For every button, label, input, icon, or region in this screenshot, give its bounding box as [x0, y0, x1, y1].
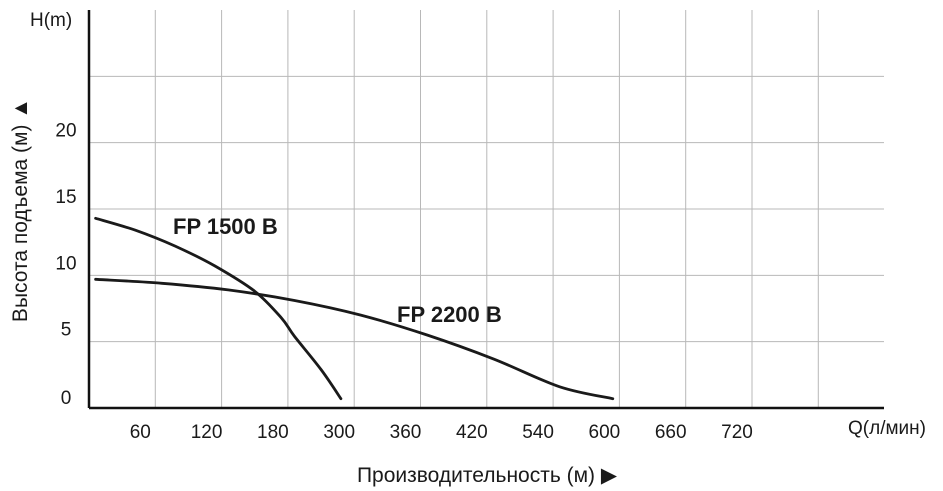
series-curve-fp2200b — [94, 277, 615, 401]
x-tick-label: 60 — [130, 422, 151, 443]
x-tick-label: 120 — [191, 422, 223, 443]
y-axis-title: Высота подъема (м) ▲ — [9, 98, 32, 322]
x-tick-label: 540 — [522, 422, 554, 443]
y-tick-label: 10 — [55, 253, 76, 274]
x-axis-title: Производительность (м) ▶ — [357, 464, 618, 487]
tick-labels: 60 120 180 300 360 420 540 600 660 720 0 5 10 15 20 — [55, 121, 752, 443]
series-curves — [94, 216, 615, 401]
x-tick-label: 420 — [456, 422, 488, 443]
series-curve-fp1500b — [94, 216, 343, 401]
grid-lines — [89, 10, 884, 408]
x-tick-label: 660 — [655, 422, 687, 443]
y-tick-label: 5 — [61, 320, 72, 341]
x-tick-label: 360 — [390, 422, 422, 443]
series-label-fp1500b: FP 1500 B — [173, 214, 278, 239]
x-tick-label: 300 — [323, 422, 355, 443]
x-tick-label: 720 — [721, 422, 753, 443]
y-unit-label: H(m) — [30, 10, 72, 31]
x-tick-label: 600 — [589, 422, 621, 443]
axes — [87, 10, 884, 410]
x-unit-label: Q(л/мин) — [848, 418, 926, 439]
x-tick-label: 180 — [257, 422, 289, 443]
series-label-fp2200b: FP 2200 B — [397, 302, 502, 327]
y-tick-label: 15 — [55, 187, 76, 208]
y-tick-label: 0 — [61, 388, 72, 409]
y-tick-label: 20 — [55, 121, 76, 142]
